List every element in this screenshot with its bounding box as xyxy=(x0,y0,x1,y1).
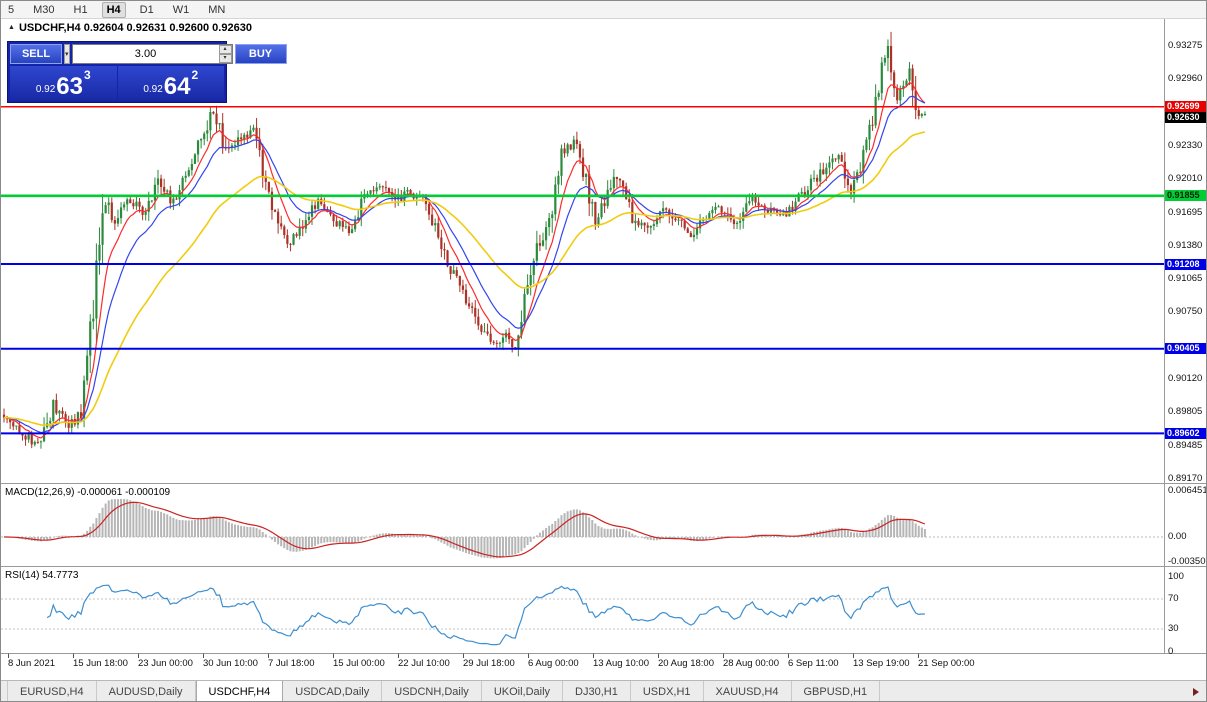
price-axis-label: 0.93275 xyxy=(1168,40,1203,51)
timeframe-button-5[interactable]: 5 xyxy=(8,3,15,16)
triangle-right-icon xyxy=(1193,688,1199,696)
time-axis-label: 8 Jun 2021 xyxy=(8,658,56,669)
chart-title: ▲ USDCHF,H4 0.92604 0.92631 0.92600 0.92… xyxy=(8,22,252,34)
tab-ukoil-daily[interactable]: UKOil,Daily xyxy=(482,681,564,701)
time-axis-label: 13 Aug 10:00 xyxy=(593,658,649,669)
sell-button[interactable]: SELL xyxy=(10,44,62,64)
tab-usdcnh-daily[interactable]: USDCNH,Daily xyxy=(382,681,482,701)
chevron-up-icon: ▴ xyxy=(223,46,227,52)
lot-decrease-button[interactable]: ▾ xyxy=(218,54,232,63)
price-tag: 0.91208 xyxy=(1165,258,1206,270)
macd-axis-label: 0.00 xyxy=(1168,531,1187,542)
chart-ohlc-title: USDCHF,H4 0.92604 0.92631 0.92600 0.9263… xyxy=(18,22,252,34)
tab-eurusd-h4[interactable]: EURUSD,H4 xyxy=(7,681,97,701)
time-axis-label: 21 Sep 00:00 xyxy=(918,658,975,669)
price-axis-label: 0.91065 xyxy=(1168,273,1203,285)
time-axis-label: 15 Jun 18:00 xyxy=(73,658,128,669)
lot-size-input[interactable] xyxy=(72,45,219,63)
tab-scroll-button[interactable] xyxy=(1190,686,1202,698)
buy-price[interactable]: 0.92 64 2 xyxy=(117,66,224,100)
timeframe-button-m30[interactable]: M30 xyxy=(33,3,55,16)
buy-price-big: 64 xyxy=(163,73,191,100)
rsi-axis-label: 30 xyxy=(1168,623,1179,634)
tab-usdx-h1[interactable]: USDX,H1 xyxy=(631,681,704,701)
sell-price-big: 63 xyxy=(56,73,83,100)
macd-label: MACD(12,26,9) -0.000061 -0.000109 xyxy=(5,487,171,498)
tab-usdcad-daily[interactable]: USDCAD,Daily xyxy=(283,681,383,701)
timeframe-button-h4[interactable]: H4 xyxy=(101,1,126,18)
timeframe-toolbar: 5 M30 H1 H4 D1 W1 MN xyxy=(1,1,1206,19)
one-click-panel-toggle-icon[interactable]: ▲ xyxy=(8,24,15,31)
tab-dj30-h1[interactable]: DJ30,H1 xyxy=(563,681,631,701)
buy-price-sup: 2 xyxy=(191,68,199,82)
lot-dropdown-button[interactable]: ▾ xyxy=(64,44,70,64)
time-axis-label: 22 Jul 10:00 xyxy=(398,658,450,669)
timeframe-button-d1[interactable]: D1 xyxy=(139,3,154,16)
timeframe-button-mn[interactable]: MN xyxy=(208,3,226,16)
price-tag: 0.92630 xyxy=(1165,112,1206,124)
tab-audusd-daily[interactable]: AUDUSD,Daily xyxy=(97,681,196,701)
tab-usdchf-h4[interactable]: USDCHF,H4 xyxy=(195,681,284,701)
price-axis-label: 0.90750 xyxy=(1168,306,1203,318)
price-tag: 0.90405 xyxy=(1165,343,1206,355)
timeframe-button-w1[interactable]: W1 xyxy=(172,3,190,16)
chart-tab-bar: EURUSD,H4 AUDUSD,Daily USDCHF,H4 USDCAD,Dai… xyxy=(1,680,1206,701)
rsi-axis-label: 0 xyxy=(1168,645,1174,657)
buy-button[interactable]: BUY xyxy=(234,44,287,64)
lot-increase-button[interactable]: ▴ xyxy=(218,45,232,54)
price-axis-label: 0.92330 xyxy=(1168,139,1203,151)
sell-price-sup: 3 xyxy=(83,68,91,82)
price-axis-label: 0.91380 xyxy=(1168,239,1203,251)
time-axis-label: 30 Jun 10:00 xyxy=(203,658,258,669)
tab-gbpusd-h1[interactable]: GBPUSD,H1 xyxy=(792,681,881,701)
sell-price-prefix: 0.92 xyxy=(35,84,56,95)
time-axis-label: 6 Sep 11:00 xyxy=(788,658,839,669)
chevron-down-icon: ▾ xyxy=(223,55,227,61)
price-axis-label: 0.92010 xyxy=(1168,173,1203,185)
rsi-axis-label: 100 xyxy=(1168,570,1184,582)
timeframe-button-h1[interactable]: H1 xyxy=(73,3,88,16)
time-axis-label: 28 Aug 00:00 xyxy=(723,658,779,669)
price-axis-label: 0.90120 xyxy=(1168,372,1203,384)
sell-price[interactable]: 0.92 63 3 xyxy=(10,66,117,100)
macd-axis-label: 0.006451 xyxy=(1168,484,1207,496)
price-tag: 0.89602 xyxy=(1165,427,1206,439)
price-tag: 0.92699 xyxy=(1165,101,1206,113)
price-axis-label: 0.91695 xyxy=(1168,206,1203,218)
time-axis-label: 23 Jun 00:00 xyxy=(138,658,193,669)
price-axis-label: 0.89485 xyxy=(1168,439,1203,451)
price-axis-label: 0.89170 xyxy=(1168,472,1203,484)
time-axis-label: 7 Jul 18:00 xyxy=(268,658,315,669)
lot-spinner: ▴ ▾ xyxy=(218,45,232,63)
rsi-label: RSI(14) 54.7773 xyxy=(5,570,79,581)
time-axis-label: 29 Jul 18:00 xyxy=(463,658,515,669)
macd-axis-label: -0.00350 xyxy=(1168,556,1206,567)
price-tag: 0.91855 xyxy=(1165,190,1206,202)
time-axis-label: 6 Aug 00:00 xyxy=(528,658,579,669)
price-axis-label: 0.89805 xyxy=(1168,406,1203,417)
time-axis-label: 13 Sep 19:00 xyxy=(853,658,910,669)
lot-size-field: ▴ ▾ xyxy=(71,44,233,64)
chevron-down-icon: ▾ xyxy=(65,51,69,58)
tab-xauusd-h4[interactable]: XAUUSD,H4 xyxy=(704,681,792,701)
time-axis-label: 20 Aug 18:00 xyxy=(658,658,714,669)
price-axis-label: 0.92960 xyxy=(1168,73,1203,85)
rsi-axis-label: 70 xyxy=(1168,593,1179,604)
buy-price-prefix: 0.92 xyxy=(143,84,163,95)
time-axis-label: 15 Jul 00:00 xyxy=(333,658,385,669)
